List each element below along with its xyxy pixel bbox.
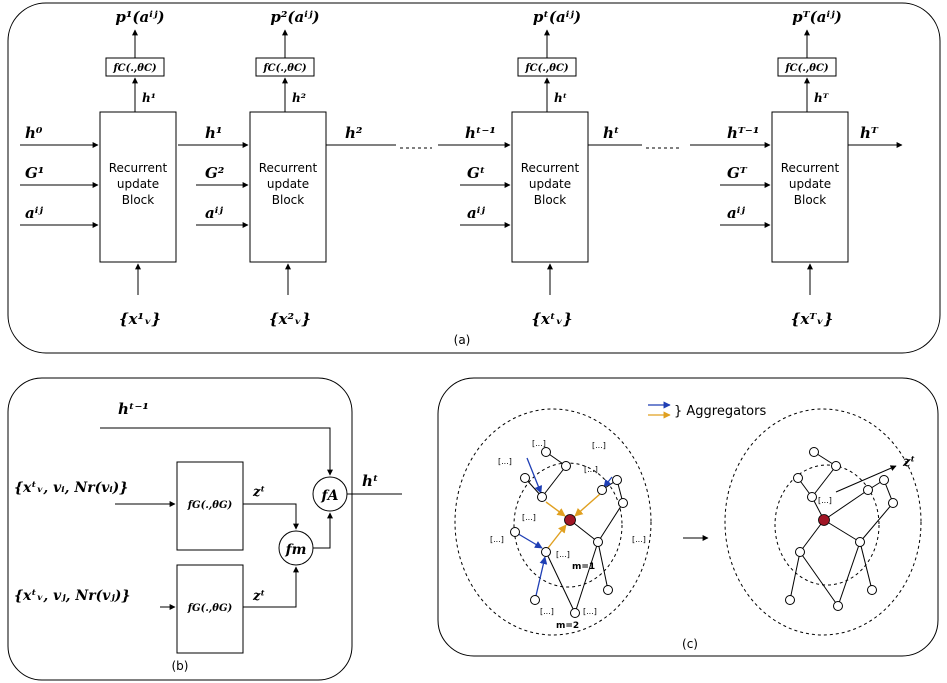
classifier-label-1: fC(.,θC)	[112, 63, 157, 74]
svg-text:[...]: [...]	[583, 607, 597, 616]
svg-text:[...]: [...]	[532, 439, 546, 448]
fg-box-i	[176, 461, 244, 551]
hidden-top-T: hᵀ	[814, 91, 830, 105]
panel-b-h-prev: hᵗ⁻¹	[118, 400, 149, 418]
input-h-T: hᵀ⁻¹	[727, 124, 759, 142]
block-label-tc: Block	[534, 193, 567, 207]
panel-a-caption: (a)	[454, 333, 471, 347]
input-g-T: Gᵀ	[727, 164, 748, 182]
panel-c-frame	[437, 377, 939, 657]
block-label-1b: update	[117, 177, 159, 191]
left-graph-ellipses: [...] [...] [...] [...] [...] [...] [...…	[490, 439, 646, 616]
output-h-t: hᵗ	[603, 124, 619, 142]
right-graph-nodes	[785, 447, 898, 611]
fg-label-j: fG(.,θG)	[187, 603, 233, 614]
input-x-t: {xᵗᵥ}	[531, 310, 572, 328]
z-j-label: zᵗ	[252, 589, 265, 604]
block-label-1c: Block	[122, 193, 155, 207]
panel-b-caption: (b)	[172, 659, 189, 673]
output-p-1: p¹(aⁱʲ)	[115, 8, 164, 26]
svg-text:[...]: [...]	[584, 465, 598, 474]
output-p-T: pᵀ(aⁱʲ)	[792, 8, 842, 26]
classifier-label-T: fC(.,θC)	[784, 63, 829, 74]
block-label-2a: Recurrent	[259, 161, 318, 175]
svg-text:[...]: [...]	[632, 535, 646, 544]
panel-c-caption: (c)	[682, 637, 698, 651]
input-g-t: Gᵗ	[467, 164, 485, 182]
input-a-T: aⁱʲ	[727, 204, 745, 222]
recurrent-block-2	[249, 111, 327, 263]
block-label-ta: Recurrent	[521, 161, 580, 175]
input-a-1: aⁱʲ	[25, 204, 43, 222]
input-x-1: {x¹ᵥ}	[119, 310, 161, 328]
stage-T: Recurrent update Block fC(.,θC) pᵀ(aⁱʲ) …	[690, 8, 903, 328]
panel-b-input-j: {xᵗᵥ, vⱼ, Nr(vⱼ)}	[14, 588, 130, 604]
fa-label: fA	[321, 488, 339, 504]
hop-2-ring-left	[454, 408, 652, 636]
output-h-T: hᵀ	[860, 124, 879, 142]
panel-b-frame	[7, 377, 353, 681]
center-node-right	[818, 514, 830, 526]
fg-box-j	[176, 564, 244, 654]
z-output-label: zᵗ	[902, 455, 915, 470]
block-label-2c: Block	[272, 193, 305, 207]
svg-text:[...]: [...]	[490, 535, 504, 544]
stage-2: Recurrent update Block fC(.,θC) p²(aⁱʲ) …	[178, 8, 432, 328]
svg-text:[...]: [...]	[556, 550, 570, 559]
block-label-2b: update	[267, 177, 309, 191]
input-a-t: aⁱʲ	[467, 204, 485, 222]
hidden-top-1: h¹	[142, 91, 156, 105]
panel-b-input-i: {xᵗᵥ, vᵢ, Nr(vᵢ)}	[14, 480, 128, 496]
hop-2-ring-right	[724, 408, 922, 636]
input-x-T: {xᵀᵥ}	[791, 310, 834, 328]
input-g-1: G¹	[25, 164, 44, 182]
input-h-2: h¹	[205, 124, 222, 142]
right-graph-edges	[789, 451, 897, 607]
z-i-label: zᵗ	[252, 485, 265, 500]
panel-a-frame	[7, 2, 941, 354]
fm-label: fm	[285, 542, 307, 558]
block-label-Tb: update	[789, 177, 831, 191]
panel-b-h-out: hᵗ	[362, 472, 378, 490]
left-graph-nodes	[510, 447, 628, 618]
block-label-1a: Recurrent	[109, 161, 168, 175]
output-p-2: p²(aⁱʲ)	[270, 8, 319, 26]
input-h-t: hᵗ⁻¹	[465, 124, 496, 142]
hidden-top-2: h²	[292, 91, 306, 105]
m2-label: m=2	[556, 621, 579, 631]
output-p-t: pᵗ(aⁱʲ)	[533, 8, 581, 26]
stage-1: Recurrent update Block fC(.,θC) p¹(aⁱʲ) …	[20, 8, 177, 328]
block-label-Tc: Block	[794, 193, 827, 207]
center-node-left	[564, 514, 576, 526]
input-a-2: aⁱʲ	[205, 204, 223, 222]
svg-text:[...]: [...]	[522, 513, 536, 522]
output-h-2: h²	[345, 124, 363, 142]
hop-1-ring-left	[513, 462, 623, 588]
left-graph-edges	[524, 451, 624, 614]
input-h-1: h⁰	[25, 124, 43, 142]
m1-label: m=1	[572, 562, 595, 572]
svg-text:[...]: [...]	[498, 457, 512, 466]
input-g-2: G²	[205, 164, 225, 182]
classifier-label-t: fC(.,θC)	[524, 63, 569, 74]
center-node-ellipsis: [...]	[818, 496, 832, 505]
svg-text:[...]: [...]	[540, 607, 554, 616]
classifier-label-2: fC(.,θC)	[262, 63, 307, 74]
svg-text:[...]: [...]	[592, 441, 606, 450]
recurrent-block-1	[99, 111, 177, 263]
hidden-top-t: hᵗ	[554, 91, 567, 105]
input-x-2: {x²ᵥ}	[269, 310, 311, 328]
recurrent-block-T	[771, 111, 849, 263]
left-graph-aggregators	[514, 457, 613, 601]
block-label-Ta: Recurrent	[781, 161, 840, 175]
block-label-tb: update	[529, 177, 571, 191]
hop-1-ring-right	[774, 464, 880, 586]
stage-t: Recurrent update Block fC(.,θC) pᵗ(aⁱʲ) …	[438, 8, 682, 328]
fg-label-i: fG(.,θG)	[187, 500, 233, 511]
recurrent-block-t	[511, 111, 589, 263]
legend-aggregators: } Aggregators	[674, 404, 766, 419]
